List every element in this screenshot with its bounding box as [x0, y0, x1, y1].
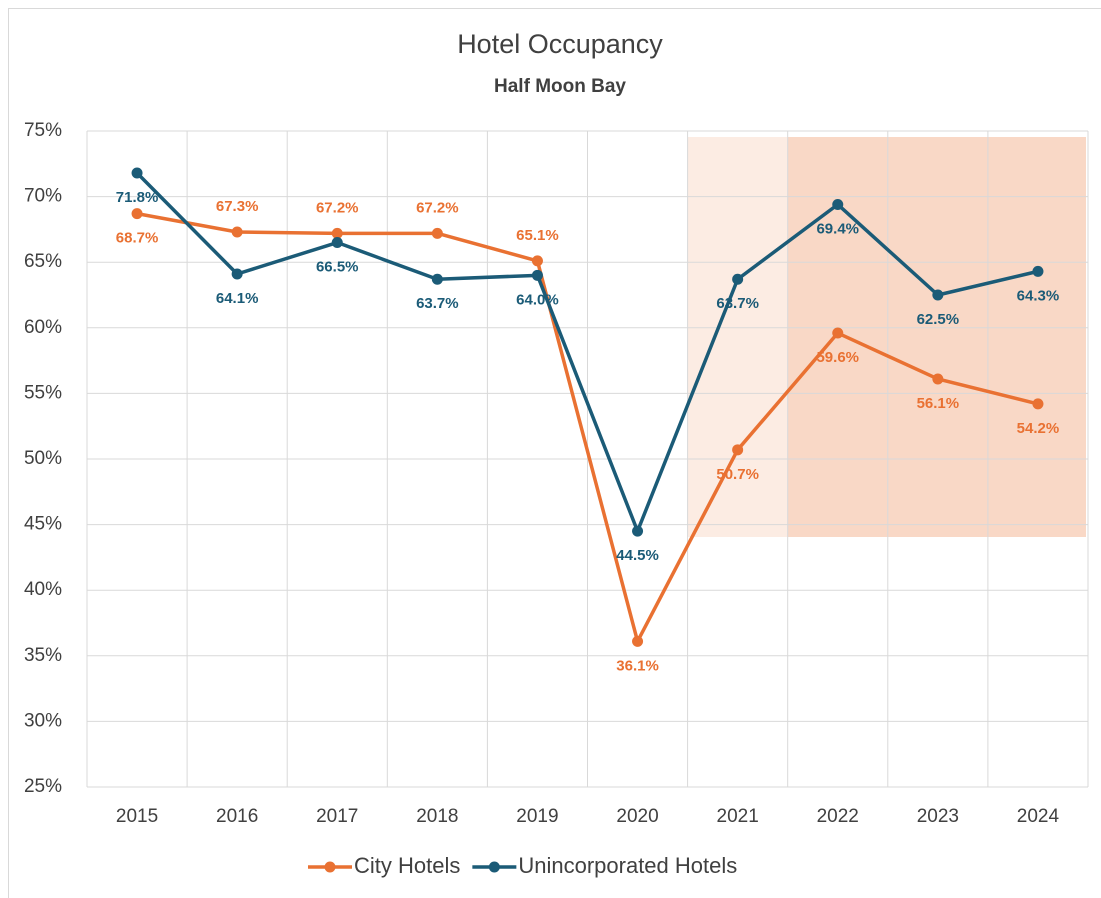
data-point	[632, 525, 644, 537]
data-point	[932, 373, 944, 385]
y-tick-label: 45%	[24, 514, 62, 535]
y-tick-label: 65%	[24, 251, 62, 272]
data-point	[431, 273, 443, 285]
data-point	[832, 327, 844, 339]
data-point	[531, 255, 543, 267]
data-point	[131, 167, 143, 179]
data-point	[1032, 398, 1044, 410]
data-label: 56.1%	[917, 395, 960, 412]
data-point	[732, 444, 744, 456]
y-tick-label: 60%	[24, 317, 62, 338]
series-line	[136, 211, 1039, 644]
y-tick-label: 25%	[24, 776, 62, 797]
data-point	[632, 635, 644, 647]
data-point	[531, 269, 543, 281]
x-tick-label: 2024	[1017, 806, 1060, 827]
chart-frame	[8, 8, 1101, 898]
data-label: 54.2%	[1017, 420, 1060, 437]
data-label: 63.7%	[416, 295, 459, 312]
x-tick-label: 2020	[616, 806, 658, 827]
chart-subtitle: Half Moon Bay	[494, 76, 626, 97]
data-point	[331, 227, 343, 239]
x-tick-label: 2022	[817, 806, 859, 827]
data-label: 64.1%	[216, 290, 259, 307]
data-label: 64.0%	[516, 291, 559, 308]
data-point	[832, 198, 844, 210]
x-tick-label: 2017	[316, 806, 358, 827]
x-tick-label: 2018	[416, 806, 458, 827]
data-point	[932, 289, 944, 301]
legend-marker	[324, 861, 336, 873]
y-tick-label: 35%	[24, 645, 62, 666]
data-label: 69.4%	[816, 220, 859, 237]
data-point	[1032, 265, 1044, 277]
legend-label: Unincorporated Hotels	[518, 853, 737, 878]
x-tick-label: 2015	[116, 806, 158, 827]
data-label: 68.7%	[116, 230, 159, 247]
data-point	[732, 273, 744, 285]
data-point	[431, 227, 443, 239]
legend-marker	[488, 861, 500, 873]
x-tick-label: 2016	[216, 806, 258, 827]
data-point	[131, 208, 143, 220]
legend-label: City Hotels	[354, 853, 460, 878]
x-tick-label: 2023	[917, 806, 959, 827]
data-point	[231, 268, 243, 280]
data-label: 66.5%	[316, 258, 359, 275]
data-label: 65.1%	[516, 227, 559, 244]
data-label: 36.1%	[616, 657, 659, 674]
y-tick-label: 70%	[24, 186, 62, 207]
chart-title: Hotel Occupancy	[457, 29, 663, 59]
x-tick-label: 2019	[516, 806, 558, 827]
data-label: 62.5%	[917, 311, 960, 328]
y-tick-label: 75%	[24, 120, 62, 141]
y-tick-label: 30%	[24, 710, 62, 731]
x-tick-label: 2021	[717, 806, 759, 827]
data-label: 59.6%	[816, 349, 859, 366]
data-label: 50.7%	[716, 466, 759, 483]
y-tick-label: 55%	[24, 382, 62, 403]
data-point	[331, 237, 343, 249]
data-label: 67.2%	[316, 199, 359, 216]
y-tick-label: 50%	[24, 448, 62, 469]
data-label: 63.7%	[716, 295, 759, 312]
data-label: 44.5%	[616, 547, 659, 564]
series-line	[135, 171, 1039, 533]
data-label: 64.3%	[1017, 287, 1060, 304]
y-tick-label: 40%	[24, 579, 62, 600]
data-point	[231, 226, 243, 238]
data-label: 67.3%	[216, 198, 259, 215]
data-label: 67.2%	[416, 199, 459, 216]
data-label: 71.8%	[116, 189, 159, 206]
